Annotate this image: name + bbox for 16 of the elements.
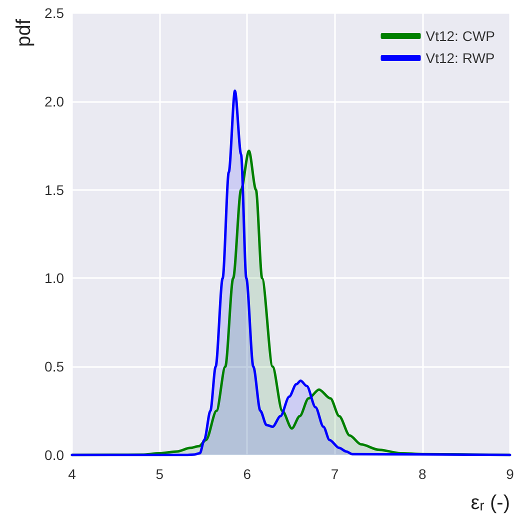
x-tick-label: 8 xyxy=(418,466,426,482)
y-tick-label: 2.5 xyxy=(44,5,64,21)
y-tick-label: 1.5 xyxy=(44,182,64,198)
legend-label: Vt12: RWP xyxy=(426,50,495,66)
y-tick-label: 0.5 xyxy=(44,358,64,375)
x-tick-label: 9 xyxy=(506,466,514,482)
y-axis-title: pdf xyxy=(13,18,35,47)
x-tick-label: 5 xyxy=(156,466,164,482)
y-tick-label: 0.0 xyxy=(44,447,64,463)
x-tick-label: 4 xyxy=(68,466,76,482)
x-tick-label: 6 xyxy=(243,466,252,482)
y-tick-label: 1.0 xyxy=(44,270,64,286)
y-tick-label: 2.0 xyxy=(44,93,64,110)
x-axis-title: εᵣ (-) xyxy=(470,492,510,514)
x-tick-label: 7 xyxy=(330,466,339,482)
legend-label: Vt12: CWP xyxy=(426,28,496,44)
